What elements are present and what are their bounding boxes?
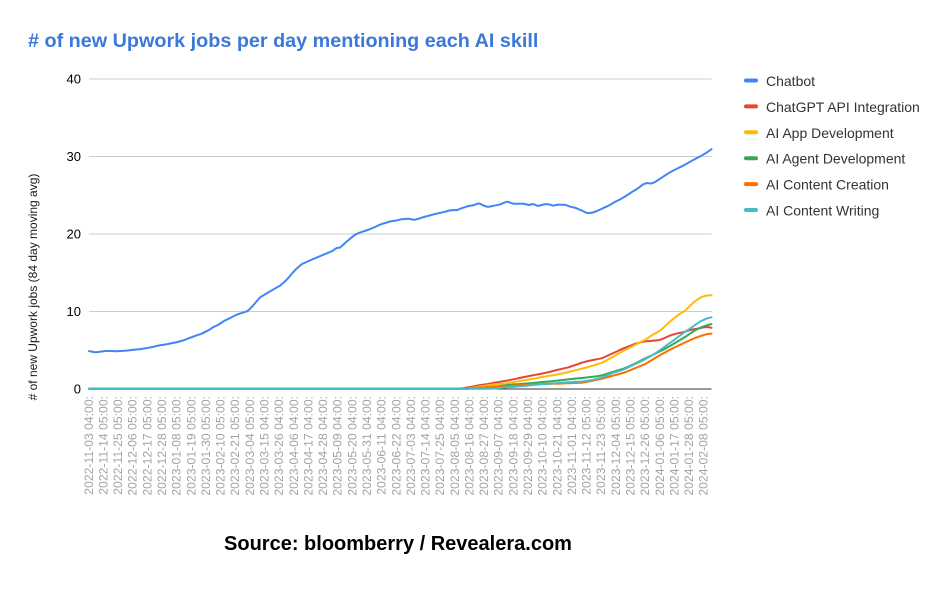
svg-text:2023-09-07 04:00:: 2023-09-07 04:00: — [492, 396, 506, 496]
svg-text:2023-03-04 05:00:: 2023-03-04 05:00: — [243, 396, 257, 496]
svg-text:2023-04-28 04:00:: 2023-04-28 04:00: — [316, 396, 330, 496]
svg-text:10: 10 — [67, 304, 81, 319]
svg-text:2023-06-22 04:00:: 2023-06-22 04:00: — [389, 396, 403, 496]
svg-text:2023-03-26 04:00:: 2023-03-26 04:00: — [272, 396, 286, 496]
svg-text:AI Content Creation: AI Content Creation — [766, 177, 889, 193]
svg-text:Source: bloomberry / Revealera: Source: bloomberry / Revealera.com — [224, 533, 572, 555]
svg-text:2024-01-06 05:00:: 2024-01-06 05:00: — [653, 396, 667, 496]
svg-text:2022-11-03 04:00:: 2022-11-03 04:00: — [82, 396, 96, 495]
svg-text:40: 40 — [67, 72, 81, 87]
svg-text:2022-11-14 05:00:: 2022-11-14 05:00: — [96, 396, 110, 495]
svg-text:2023-08-05 04:00:: 2023-08-05 04:00: — [448, 396, 462, 496]
svg-text:2023-08-27 04:00:: 2023-08-27 04:00: — [477, 396, 491, 496]
svg-text:0: 0 — [74, 382, 81, 397]
svg-text:20: 20 — [67, 227, 81, 242]
svg-text:# of new Upwork jobs per day m: # of new Upwork jobs per day mentioning … — [28, 30, 538, 52]
svg-text:2023-07-25 04:00:: 2023-07-25 04:00: — [433, 396, 447, 496]
svg-text:2023-01-30 05:00:: 2023-01-30 05:00: — [199, 396, 213, 496]
svg-text:AI Content Writing: AI Content Writing — [766, 203, 879, 219]
svg-text:2023-11-12 05:00:: 2023-11-12 05:00: — [580, 396, 594, 495]
svg-text:2023-04-17 04:00:: 2023-04-17 04:00: — [301, 396, 315, 496]
svg-text:2023-05-20 04:00:: 2023-05-20 04:00: — [345, 396, 359, 496]
svg-text:2023-10-10 04:00:: 2023-10-10 04:00: — [536, 396, 550, 496]
svg-text:2023-12-04 05:00:: 2023-12-04 05:00: — [609, 396, 623, 496]
svg-text:2024-01-17 05:00:: 2024-01-17 05:00: — [667, 396, 681, 496]
svg-text:2023-12-26 05:00:: 2023-12-26 05:00: — [638, 396, 652, 496]
svg-text:# of new Upwork jobs (84 day m: # of new Upwork jobs (84 day moving avg) — [26, 174, 40, 401]
svg-text:2023-06-11 04:00:: 2023-06-11 04:00: — [375, 396, 389, 495]
svg-text:2023-07-14 04:00:: 2023-07-14 04:00: — [419, 396, 433, 496]
svg-text:ChatGPT API Integration: ChatGPT API Integration — [766, 99, 920, 115]
svg-text:2023-09-18 04:00:: 2023-09-18 04:00: — [506, 396, 520, 496]
svg-text:2023-08-16 04:00:: 2023-08-16 04:00: — [463, 396, 477, 496]
svg-text:2022-12-06 05:00:: 2022-12-06 05:00: — [126, 396, 140, 496]
svg-text:AI Agent Development: AI Agent Development — [766, 151, 905, 167]
svg-text:2022-12-28 05:00:: 2022-12-28 05:00: — [155, 396, 169, 496]
svg-text:2023-11-23 05:00:: 2023-11-23 05:00: — [594, 396, 608, 495]
svg-text:2023-04-06 04:00:: 2023-04-06 04:00: — [287, 396, 301, 496]
svg-text:2022-12-17 05:00:: 2022-12-17 05:00: — [140, 396, 154, 496]
svg-text:2024-02-08 05:00:: 2024-02-08 05:00: — [697, 396, 711, 496]
svg-text:2023-11-01 04:00:: 2023-11-01 04:00: — [565, 396, 579, 495]
svg-text:2023-12-15 05:00:: 2023-12-15 05:00: — [624, 396, 638, 496]
svg-text:2022-11-25 05:00:: 2022-11-25 05:00: — [111, 396, 125, 495]
svg-text:2024-01-28 05:00:: 2024-01-28 05:00: — [682, 396, 696, 496]
svg-text:2023-03-15 04:00:: 2023-03-15 04:00: — [258, 396, 272, 496]
svg-text:2023-07-03 04:00:: 2023-07-03 04:00: — [404, 396, 418, 496]
svg-text:30: 30 — [67, 149, 81, 164]
svg-text:2023-09-29 04:00:: 2023-09-29 04:00: — [521, 396, 535, 496]
svg-text:2023-02-21 05:00:: 2023-02-21 05:00: — [228, 396, 242, 496]
svg-text:2023-05-31 04:00:: 2023-05-31 04:00: — [360, 396, 374, 496]
svg-text:Chatbot: Chatbot — [766, 73, 815, 89]
svg-text:2023-10-21 04:00:: 2023-10-21 04:00: — [550, 396, 564, 496]
svg-text:2023-02-10 05:00:: 2023-02-10 05:00: — [214, 396, 228, 496]
svg-text:2023-01-19 05:00:: 2023-01-19 05:00: — [184, 396, 198, 496]
svg-text:2023-05-09 04:00:: 2023-05-09 04:00: — [331, 396, 345, 496]
svg-text:AI App Development: AI App Development — [766, 125, 894, 141]
svg-text:2023-01-08 05:00:: 2023-01-08 05:00: — [170, 396, 184, 496]
